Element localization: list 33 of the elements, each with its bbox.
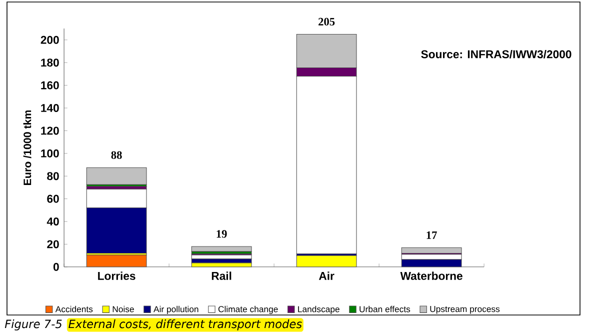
legend-label: Noise — [112, 306, 134, 312]
bar — [191, 262, 252, 268]
legend-label: Landscape — [298, 306, 340, 314]
x-tick-label: Air — [318, 272, 334, 280]
y-tick-label: 160 — [41, 81, 59, 90]
bar — [191, 246, 252, 252]
total-label: 17 — [426, 231, 437, 239]
total-label: 205 — [318, 18, 335, 26]
legend-label: Air pollution — [154, 306, 198, 314]
total-label: 88 — [111, 151, 122, 159]
y-tick-label: 20 — [47, 240, 59, 248]
x-tick-label: Waterborne — [400, 272, 462, 280]
legend-label: Urban effects — [360, 306, 410, 312]
y-tick-label: 140 — [41, 104, 59, 112]
text: External costs, different transport modes — [68, 319, 302, 330]
x-tick-label: Lorries — [98, 272, 136, 280]
x-tick-label: Rail — [212, 272, 232, 280]
y-tick-label: 80 — [47, 172, 59, 180]
y-tick-label: 60 — [47, 194, 59, 203]
total-label: 19 — [216, 230, 227, 238]
y-tick-label: 0 — [53, 262, 59, 271]
y-tick-label: 200 — [40, 36, 59, 44]
annotation: Source: INFRAS/IWW3/2000 — [421, 50, 572, 58]
y-tick-label: 120 — [41, 126, 59, 135]
y-tick-label: 40 — [46, 217, 59, 226]
legend-label: Upstream process — [430, 306, 500, 314]
y-tick-label: 100 — [41, 149, 59, 158]
y-axis-title: Euro /1000 tkm — [23, 110, 32, 185]
legend-label: Accidents — [55, 306, 93, 312]
bar — [86, 167, 147, 185]
legend-label: Climate change — [218, 306, 278, 314]
caption: Figure 7-5 — [4, 319, 62, 330]
y-tick-label: 180 — [41, 58, 59, 67]
